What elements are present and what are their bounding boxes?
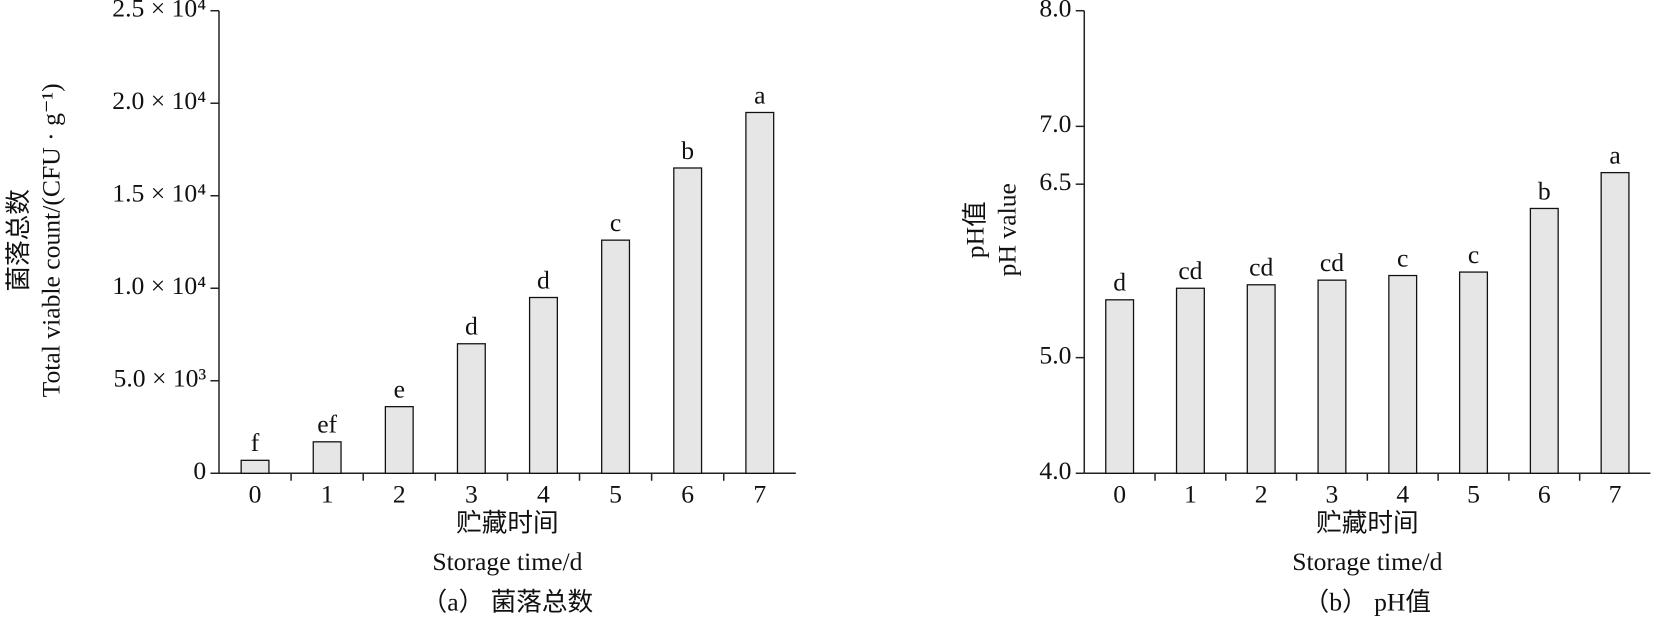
significance-label: a bbox=[1609, 141, 1621, 170]
x-axis-label: 贮藏时间 bbox=[1316, 508, 1419, 537]
x-tick-label: 6 bbox=[1538, 480, 1551, 509]
x-axis-label: Storage time/d bbox=[432, 547, 582, 576]
x-tick-label: 2 bbox=[1255, 480, 1268, 509]
x-tick-label: 7 bbox=[753, 480, 766, 509]
significance-label: b bbox=[681, 136, 694, 165]
bar bbox=[1317, 279, 1347, 474]
x-axis-label: Storage time/d bbox=[1292, 547, 1442, 576]
bar bbox=[1175, 287, 1205, 474]
significance-label: b bbox=[1538, 176, 1551, 205]
significance-label: c bbox=[610, 208, 621, 237]
bar bbox=[1105, 299, 1135, 474]
bar bbox=[240, 459, 270, 474]
significance-label: ef bbox=[317, 410, 337, 439]
significance-label: cd bbox=[1320, 248, 1344, 277]
bar bbox=[528, 296, 558, 474]
y-tick-label: 4.0 bbox=[1039, 456, 1071, 485]
y-tick-label: 7.0 bbox=[1039, 109, 1071, 138]
significance-label: a bbox=[754, 80, 766, 109]
caption: （a） 菌落总数 bbox=[422, 588, 594, 617]
significance-label: cd bbox=[1249, 253, 1273, 282]
bar bbox=[1529, 207, 1559, 474]
x-tick-label: 2 bbox=[393, 480, 406, 509]
caption: （b） pH值 bbox=[1304, 588, 1431, 617]
x-tick-label: 1 bbox=[321, 480, 334, 509]
bar bbox=[384, 406, 414, 474]
x-tick-label: 0 bbox=[249, 480, 262, 509]
x-tick-label: 1 bbox=[1184, 480, 1197, 509]
y-axis-label: pH值 bbox=[960, 201, 989, 258]
significance-label: d bbox=[537, 265, 550, 294]
significance-label: d bbox=[465, 312, 478, 341]
bar bbox=[745, 111, 775, 474]
significance-label: c bbox=[1468, 240, 1479, 269]
y-tick-label: 1.5 × 10⁴ bbox=[112, 179, 206, 208]
significance-label: c bbox=[1397, 243, 1408, 272]
x-tick-label: 4 bbox=[1396, 480, 1409, 509]
y-tick-label: 8.0 bbox=[1039, 0, 1071, 23]
bar bbox=[1458, 271, 1489, 474]
bar bbox=[1600, 171, 1630, 474]
y-tick-label: 1.0 × 10⁴ bbox=[112, 271, 206, 300]
bar bbox=[1246, 284, 1276, 474]
x-axis-label: 贮藏时间 bbox=[456, 508, 559, 537]
x-tick-label: 0 bbox=[1113, 480, 1126, 509]
y-tick-label: 6.5 bbox=[1039, 167, 1071, 196]
x-tick-label: 7 bbox=[1609, 480, 1622, 509]
x-tick-label: 6 bbox=[681, 480, 694, 509]
y-tick-label: 0 bbox=[193, 456, 206, 485]
bar bbox=[1388, 274, 1418, 474]
x-tick-label: 4 bbox=[537, 480, 550, 509]
x-tick-label: 5 bbox=[1467, 480, 1480, 509]
y-tick-label: 5.0 × 10³ bbox=[114, 364, 207, 393]
y-tick-label: 5.0 bbox=[1039, 341, 1071, 370]
significance-label: e bbox=[394, 375, 405, 404]
x-tick-label: 5 bbox=[609, 480, 622, 509]
bar bbox=[673, 167, 703, 474]
significance-label: f bbox=[251, 428, 260, 457]
y-axis-label: pH value bbox=[992, 183, 1021, 276]
x-tick-label: 3 bbox=[465, 480, 478, 509]
bar bbox=[312, 441, 342, 474]
bar bbox=[601, 239, 631, 474]
y-tick-label: 2.0 × 10⁴ bbox=[112, 86, 206, 115]
significance-label: cd bbox=[1178, 256, 1202, 285]
significance-label: d bbox=[1113, 268, 1126, 297]
bar bbox=[456, 343, 486, 474]
y-axis-label: 菌落总数 bbox=[4, 189, 33, 291]
x-tick-label: 3 bbox=[1326, 480, 1339, 509]
y-axis-label: Total viable count/(CFU · g⁻¹) bbox=[36, 83, 65, 397]
y-tick-label: 2.5 × 10⁴ bbox=[112, 0, 206, 23]
